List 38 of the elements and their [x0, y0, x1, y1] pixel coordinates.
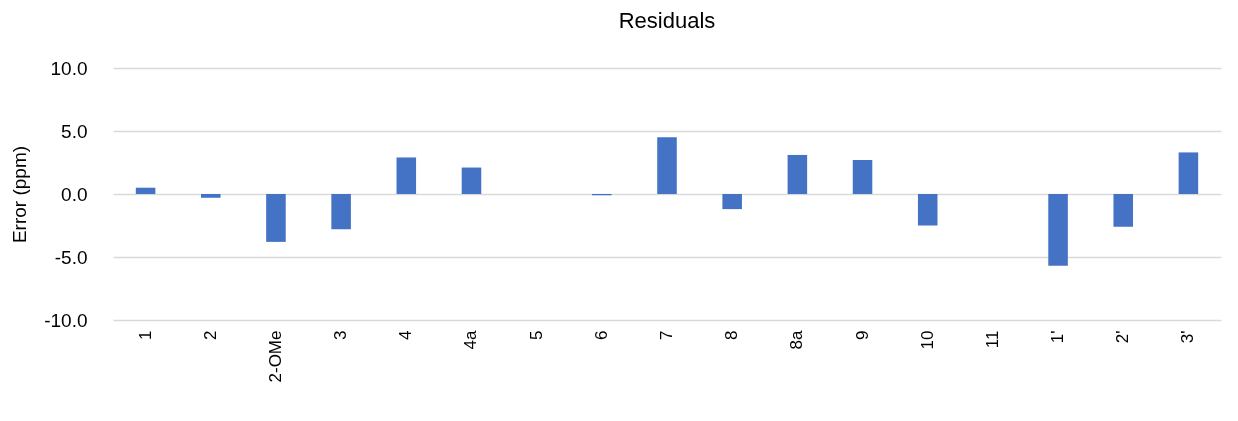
chart-title: Residuals [618, 8, 716, 33]
x-tick-label: 7 [657, 330, 676, 340]
x-tick-label: 6 [591, 330, 611, 340]
y-tick-label: 0.0 [61, 183, 88, 205]
bar [787, 154, 808, 194]
y-tick-label: -5.0 [54, 246, 88, 268]
x-tick-label: 5 [526, 330, 546, 340]
x-tick-label: 3' [1178, 330, 1198, 344]
y-tick-label: -10.0 [44, 309, 88, 331]
x-tick-label: 10 [917, 330, 937, 350]
x-tick-label: 11 [982, 330, 1002, 349]
x-tick-label: 1' [1048, 330, 1068, 344]
x-tick-label: 3 [331, 330, 351, 340]
x-tick-label: 4 [396, 330, 416, 340]
bar [657, 137, 677, 194]
bar [266, 194, 286, 242]
bar [1178, 152, 1199, 194]
x-tick-label: 8a [787, 329, 807, 350]
bar [461, 167, 482, 194]
y-axis-title: Error (ppm) [9, 145, 31, 244]
bar [1113, 194, 1134, 227]
x-tick-label: 2' [1113, 330, 1133, 344]
x-tick-label: 1 [135, 330, 155, 340]
bar [331, 194, 351, 230]
bar [1048, 194, 1068, 266]
bar [852, 159, 873, 194]
x-tick-label: 2-OMe [265, 330, 285, 383]
bar [135, 187, 156, 194]
x-tick-label: 9 [852, 330, 872, 340]
bar [722, 194, 742, 210]
x-tick-label: 2 [200, 330, 220, 340]
x-tick-label: 4a [461, 329, 481, 350]
y-tick-label: 5.0 [61, 120, 88, 142]
bar [396, 157, 417, 194]
bar [200, 194, 221, 198]
bar [917, 194, 938, 226]
y-tick-label: 10.0 [50, 57, 88, 79]
x-tick-label: 8 [722, 330, 742, 340]
